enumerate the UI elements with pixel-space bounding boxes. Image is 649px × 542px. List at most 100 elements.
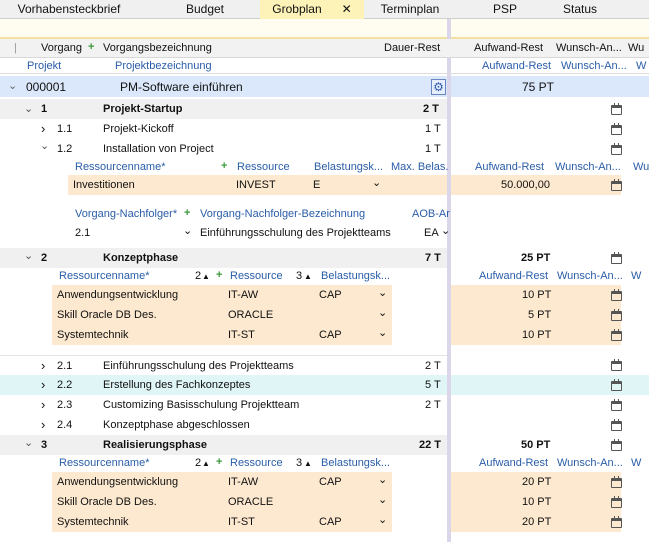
expand-icon[interactable]: › [41, 358, 46, 373]
calendar-icon[interactable] [611, 179, 622, 191]
collapse-icon[interactable]: ⌄ [8, 80, 18, 92]
resource-row[interactable]: Investitionen INVEST E ⌄ [68, 175, 447, 195]
tab-status[interactable]: Status [562, 2, 598, 16]
resource-header-name[interactable]: Ressourcenname* [75, 161, 166, 173]
header-vorgangsbezeichnung[interactable]: Vorgangsbezeichnung [103, 42, 212, 54]
task-row-2-2-right[interactable] [451, 375, 649, 395]
task-row-2-3[interactable]: › 2.3 Customizing Basisschulung Projektt… [0, 395, 447, 415]
calendar-icon[interactable] [611, 359, 622, 371]
dropdown-icon[interactable]: ⌄ [378, 327, 388, 339]
phase-row-2[interactable]: ⌄ 2 Konzeptphase 7 T [0, 248, 447, 268]
resource-header-max-belas[interactable]: Max. Belas. [391, 161, 449, 173]
calendar-icon[interactable] [611, 516, 622, 528]
dropdown-icon[interactable]: ⌄ [378, 307, 388, 319]
header-dauer-rest[interactable]: Dauer-Rest [384, 42, 441, 54]
phase-row-1[interactable]: ⌄ 1 Projekt-Startup 2 T [0, 99, 447, 119]
tab-vorhabensteckbrief[interactable]: Vorhabensteckbrief [17, 2, 121, 16]
calendar-icon[interactable] [611, 289, 622, 301]
resource-header-w[interactable]: W [631, 457, 642, 469]
resource-row[interactable]: Systemtechnik IT-ST CAP ⌄ [52, 325, 392, 345]
task-row-2-2[interactable]: › 2.2 Erstellung des Fachkonzeptes 5 T [0, 375, 447, 395]
expand-icon[interactable]: › [41, 121, 46, 136]
sort-asc-icon[interactable]: ▲ [304, 459, 312, 468]
task-row-1-2[interactable]: ⌄ 1.2 Installation von Project 1 T [0, 139, 447, 159]
task-row-2-4[interactable]: › 2.4 Konzeptphase abgeschlossen [0, 415, 447, 435]
calendar-icon[interactable] [611, 309, 622, 321]
calendar-icon[interactable] [611, 496, 622, 508]
header-w[interactable]: Wu [628, 42, 645, 54]
resource-header-ressource[interactable]: Ressource [230, 457, 283, 469]
split-divider[interactable] [447, 19, 451, 542]
sort-asc-icon[interactable]: ▲ [202, 459, 210, 468]
add-resource-icon[interactable]: + [216, 269, 223, 281]
resource-row-right[interactable]: 10 PT [451, 325, 622, 345]
header-aufwand-rest[interactable]: Aufwand-Rest [474, 42, 544, 54]
calendar-icon[interactable] [611, 399, 622, 411]
tab-terminplan[interactable]: Terminplan [380, 2, 440, 16]
resource-header-belastung[interactable]: Belastungsk... [321, 270, 391, 282]
gear-icon[interactable]: ⚙ [431, 79, 446, 95]
resource-header-w[interactable]: Wu [633, 161, 649, 173]
resource-row-right[interactable]: 10 PT [451, 492, 622, 512]
resource-row[interactable]: Anwendungsentwicklung IT-AW CAP ⌄ [52, 472, 392, 492]
resource-row[interactable]: Anwendungsentwicklung IT-AW CAP ⌄ [52, 285, 392, 305]
resource-row[interactable]: Skill Oracle DB Des. ORACLE ⌄ [52, 492, 392, 512]
calendar-icon[interactable] [611, 329, 622, 341]
nachfolger-row[interactable]: 2.1 ⌄ Einführungsschulung des Projekttea… [0, 223, 451, 243]
collapse-icon[interactable]: ⌄ [24, 437, 34, 449]
resource-row-right[interactable]: 20 PT [451, 472, 622, 492]
resource-row-right[interactable]: 10 PT [451, 285, 622, 305]
resource-header-w[interactable]: W [631, 270, 642, 282]
dropdown-icon[interactable]: ⌄ [378, 474, 388, 486]
resource-row[interactable]: Systemtechnik IT-ST CAP ⌄ [52, 512, 392, 532]
expand-icon[interactable]: › [41, 417, 46, 432]
resource-row[interactable]: Skill Oracle DB Des. ORACLE ⌄ [52, 305, 392, 325]
dropdown-icon[interactable]: ⌄ [372, 177, 382, 189]
project-row[interactable]: ⌄ 000001 PM-Software einführen ⚙ [0, 76, 447, 97]
expand-icon[interactable]: › [41, 377, 46, 392]
resource-header-wunsch[interactable]: Wunsch-An... [557, 270, 623, 282]
calendar-icon[interactable] [611, 419, 622, 431]
calendar-icon[interactable] [611, 439, 622, 451]
subheader-projektbezeichnung[interactable]: Projektbezeichnung [115, 60, 212, 72]
resource-header-ressource[interactable]: Ressource [237, 161, 290, 173]
calendar-icon[interactable] [611, 252, 622, 264]
add-resource-icon[interactable]: + [221, 160, 228, 172]
dropdown-icon[interactable]: ⌄ [378, 514, 388, 526]
resource-header-wunsch[interactable]: Wunsch-An... [555, 161, 621, 173]
header-vorgang[interactable]: Vorgang [41, 42, 82, 54]
calendar-icon[interactable] [611, 123, 622, 135]
calendar-icon[interactable] [611, 476, 622, 488]
subheader-aufwand-rest[interactable]: Aufwand-Rest [482, 60, 552, 72]
collapse-icon[interactable]: ⌄ [24, 103, 34, 115]
tab-budget[interactable]: Budget [185, 2, 225, 16]
sort-asc-icon[interactable]: ▲ [202, 272, 210, 281]
tab-grobplan[interactable]: Grobplan ✕ [260, 0, 364, 19]
resource-header-belastung[interactable]: Belastungsk... [314, 161, 384, 173]
resource-header-aufwand[interactable]: Aufwand-Rest [479, 457, 549, 469]
subheader-projekt[interactable]: Projekt [27, 60, 62, 72]
calendar-icon[interactable] [611, 379, 622, 391]
resource-header-belastung[interactable]: Belastungsk... [321, 457, 391, 469]
nachfolger-header-aob[interactable]: AOB-Ar [412, 208, 450, 220]
subheader-wunsch-an[interactable]: Wunsch-An... [561, 60, 627, 72]
tab-close-icon[interactable]: ✕ [341, 2, 352, 16]
resource-header-name[interactable]: Ressourcenname* [59, 270, 150, 282]
phase-row-3[interactable]: ⌄ 3 Realisierungsphase 22 T [0, 435, 447, 455]
calendar-icon[interactable] [611, 143, 622, 155]
task-row-2-1[interactable]: › 2.1 Einführungsschulung des Projekttea… [0, 355, 447, 375]
dropdown-icon[interactable]: ⌄ [441, 225, 451, 237]
add-resource-icon[interactable]: + [216, 456, 223, 468]
resource-header-aufwand[interactable]: Aufwand-Rest [475, 161, 545, 173]
sort-asc-icon[interactable]: ▲ [304, 272, 312, 281]
subheader-w[interactable]: W [636, 60, 647, 72]
resource-row-right[interactable]: 20 PT [451, 512, 622, 532]
resource-header-name[interactable]: Ressourcenname* [59, 457, 150, 469]
resource-header-wunsch[interactable]: Wunsch-An... [557, 457, 623, 469]
collapse-icon[interactable]: ⌄ [24, 250, 34, 262]
add-vorgang-icon[interactable]: + [88, 41, 95, 53]
task-row-1-1[interactable]: › 1.1 Projekt-Kickoff 1 T [0, 119, 447, 139]
collapse-icon[interactable]: ⌄ [40, 140, 50, 152]
project-row-right[interactable]: 75 PT [451, 76, 649, 97]
tab-psp[interactable]: PSP [492, 2, 517, 16]
